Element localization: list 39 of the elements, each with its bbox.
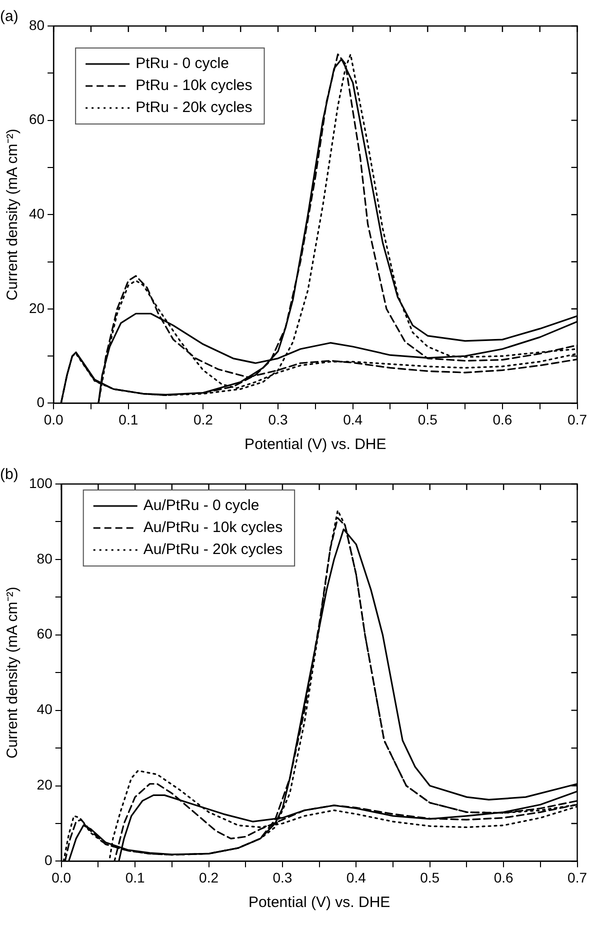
x-tick-label: 0.1 — [125, 869, 145, 886]
y-tick-label: 80 — [36, 550, 53, 566]
y-tick-label: 60 — [28, 111, 45, 128]
x-tick-label: 0.2 — [193, 411, 214, 428]
legend-label: Au/PtRu - 10k cycles — [143, 519, 283, 536]
x-tick-label: 0.3 — [272, 869, 292, 886]
legend-label: PtRu - 10k cycles — [136, 77, 252, 94]
x-tick-label: 0.3 — [268, 411, 288, 428]
x-tick-label: 0.4 — [343, 411, 363, 428]
y-tick-label: 80 — [28, 16, 45, 33]
y-tick-label: 0 — [36, 394, 45, 410]
y-tick-label: 20 — [36, 776, 53, 793]
y-tick-label: 40 — [36, 701, 53, 718]
x-tick-label: 0.7 — [568, 411, 588, 428]
y-tick-label: 60 — [36, 626, 53, 642]
x-axis-title: Potential (V) vs. DHE — [244, 436, 386, 454]
legend-label: Au/PtRu - 20k cycles — [143, 541, 283, 558]
x-axis-title: Potential (V) vs. DHE — [248, 894, 390, 912]
y-tick-label: 20 — [28, 300, 45, 316]
chart-title: (a) — [0, 8, 18, 26]
chart-title: (b) — [0, 466, 18, 484]
legend-label: Au/PtRu - 0 cycle — [143, 497, 260, 514]
x-tick-label: 0.5 — [418, 411, 438, 428]
legend-label: PtRu - 0 cycle — [136, 55, 229, 72]
legend-label: PtRu - 20k cycles — [136, 99, 252, 116]
y-tick-label: 40 — [28, 205, 45, 222]
y-tick-label: 0 — [44, 852, 53, 868]
y-axis-title: Current density (mA cm⁻²) — [4, 128, 22, 300]
x-tick-label: 0.4 — [346, 869, 366, 886]
y-tick-label: 100 — [29, 474, 53, 491]
x-tick-label: 0.6 — [494, 869, 514, 886]
y-axis-title: Current density (mA cm⁻²) — [4, 586, 22, 758]
x-tick-label: 0.7 — [568, 869, 588, 886]
x-tick-label: 0.2 — [199, 869, 219, 886]
x-tick-label: 0.5 — [420, 869, 440, 886]
x-tick-label: 0.0 — [52, 869, 72, 886]
x-tick-label: 0.0 — [44, 411, 64, 428]
x-tick-label: 0.6 — [492, 411, 512, 428]
x-tick-label: 0.1 — [118, 411, 138, 428]
